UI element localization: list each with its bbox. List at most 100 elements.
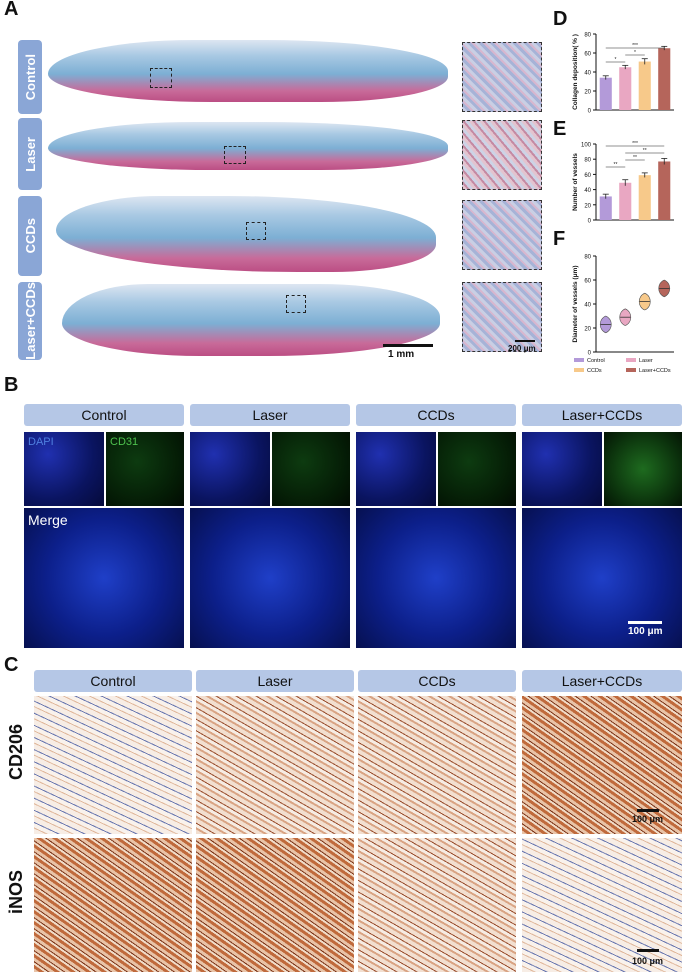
bar-laser-ccds <box>658 161 671 220</box>
bar-ccds <box>638 175 651 220</box>
marker-cd206: CD206 <box>6 724 26 781</box>
y-tick-label: 80 <box>584 33 591 39</box>
dapi-laser <box>190 432 270 506</box>
b-header-laser: Laser <box>190 404 350 426</box>
legend-label: Laser+CCDs <box>639 368 671 374</box>
row-label-control: Control <box>18 40 42 114</box>
y-tick-label: 0 <box>588 219 592 225</box>
b-header-control: Control <box>24 404 184 426</box>
y-tick-label: 100 <box>581 143 592 149</box>
sig-label: * <box>634 50 636 56</box>
c-header-control: Control <box>34 670 192 692</box>
inset-laser <box>462 120 542 190</box>
y-tick-label: 0 <box>588 109 592 115</box>
sig-label: ** <box>614 162 618 168</box>
cd31-laser <box>272 432 350 506</box>
sig-label: *** <box>632 43 638 49</box>
scale-text-inset: 200 μm <box>508 344 536 353</box>
chart-f: 0 20 40 60 80 Diameter of vessels (μm) Control… <box>572 255 674 374</box>
dapi-control <box>24 432 104 506</box>
masson-section-laser-ccds <box>62 284 440 356</box>
zoom-box-control <box>150 68 172 88</box>
marker-inos: iNOS <box>6 870 26 915</box>
bar-ccds <box>638 61 651 110</box>
legend-label: Laser <box>639 358 653 364</box>
legend-swatch <box>574 368 584 372</box>
inset-ccds <box>462 200 542 270</box>
panel-c-label: C <box>4 654 19 676</box>
y-tick-label: 40 <box>584 303 591 309</box>
panel-a-label: A <box>4 0 19 20</box>
merge-control <box>24 508 184 648</box>
panel-d-label: D <box>553 8 568 30</box>
scale-bar-c1 <box>637 809 659 812</box>
scale-bar-main <box>383 344 433 347</box>
scale-text-main: 1 mm <box>388 349 415 360</box>
ihc-inos-ccds <box>358 838 516 972</box>
scale-bar-b <box>628 621 662 624</box>
scale-text-c1: 100 μm <box>632 814 664 824</box>
bar-laser <box>619 182 632 220</box>
sig-label: ** <box>643 148 647 154</box>
merge-label: Merge <box>28 512 68 528</box>
zoom-box-ccds <box>246 222 266 240</box>
b-header-ccds: CCDs <box>356 404 516 426</box>
bar-control <box>599 77 612 110</box>
legend-label: Control <box>587 358 605 364</box>
scale-bar-inset <box>515 340 535 342</box>
legend-swatch <box>626 368 636 372</box>
cd31-control <box>106 432 184 506</box>
panel-e-label: E <box>553 118 567 140</box>
sig-label: * <box>615 57 617 63</box>
y-tick-label: 20 <box>584 327 591 333</box>
legend-swatch <box>626 358 636 362</box>
y-tick-label: 60 <box>584 52 591 58</box>
bar-laser <box>619 67 632 110</box>
inset-control <box>462 42 542 112</box>
dapi-ccds <box>356 432 436 506</box>
ihc-inos-laser-ccds <box>522 838 682 972</box>
y-tick-label: 20 <box>584 203 591 209</box>
masson-section-control <box>48 40 448 102</box>
bar-control <box>599 196 612 220</box>
masson-section-laser <box>48 122 448 170</box>
cd31-laser-ccds <box>604 432 682 506</box>
y-tick-label: 80 <box>584 158 591 164</box>
panel-f-label: F <box>553 228 566 250</box>
dapi-label: DAPI <box>28 436 54 448</box>
y-tick-label: 60 <box>584 279 591 285</box>
y-tick-label: 40 <box>584 188 591 194</box>
c-header-laser: Laser <box>196 670 354 692</box>
merge-laser <box>190 508 350 648</box>
scale-text-b: 100 μm <box>628 626 663 637</box>
cd31-ccds <box>438 432 516 506</box>
y-tick-label: 40 <box>584 71 591 77</box>
ihc-cd206-laser <box>196 696 354 834</box>
scale-text-c2: 100 μm <box>632 956 664 966</box>
ihc-cd206-control <box>34 696 192 834</box>
ihc-inos-laser <box>196 838 354 972</box>
row-label-ccds: CCDs <box>18 196 42 276</box>
y-axis-label: Number of vessels <box>572 153 579 211</box>
bar-laser-ccds <box>658 48 671 110</box>
sig-label: *** <box>632 141 638 147</box>
y-tick-label: 0 <box>588 351 592 357</box>
c-header-ccds: CCDs <box>358 670 516 692</box>
legend-swatch <box>574 358 584 362</box>
zoom-box-laser <box>224 146 246 164</box>
ihc-cd206-ccds <box>358 696 516 834</box>
cd31-label: CD31 <box>110 436 139 448</box>
zoom-box-laser-ccds <box>286 295 306 313</box>
c-header-laser-ccds: Laser+CCDs <box>522 670 682 692</box>
row-label-laser-ccds: Laser+CCDs <box>18 282 42 360</box>
scale-bar-c2 <box>637 949 659 952</box>
merge-ccds <box>356 508 516 648</box>
y-tick-label: 80 <box>584 255 591 261</box>
b-header-laser-ccds: Laser+CCDs <box>522 404 682 426</box>
row-label-laser: Laser <box>18 118 42 190</box>
dapi-laser-ccds <box>522 432 602 506</box>
merge-laser-ccds <box>522 508 682 648</box>
y-tick-label: 20 <box>584 90 591 96</box>
